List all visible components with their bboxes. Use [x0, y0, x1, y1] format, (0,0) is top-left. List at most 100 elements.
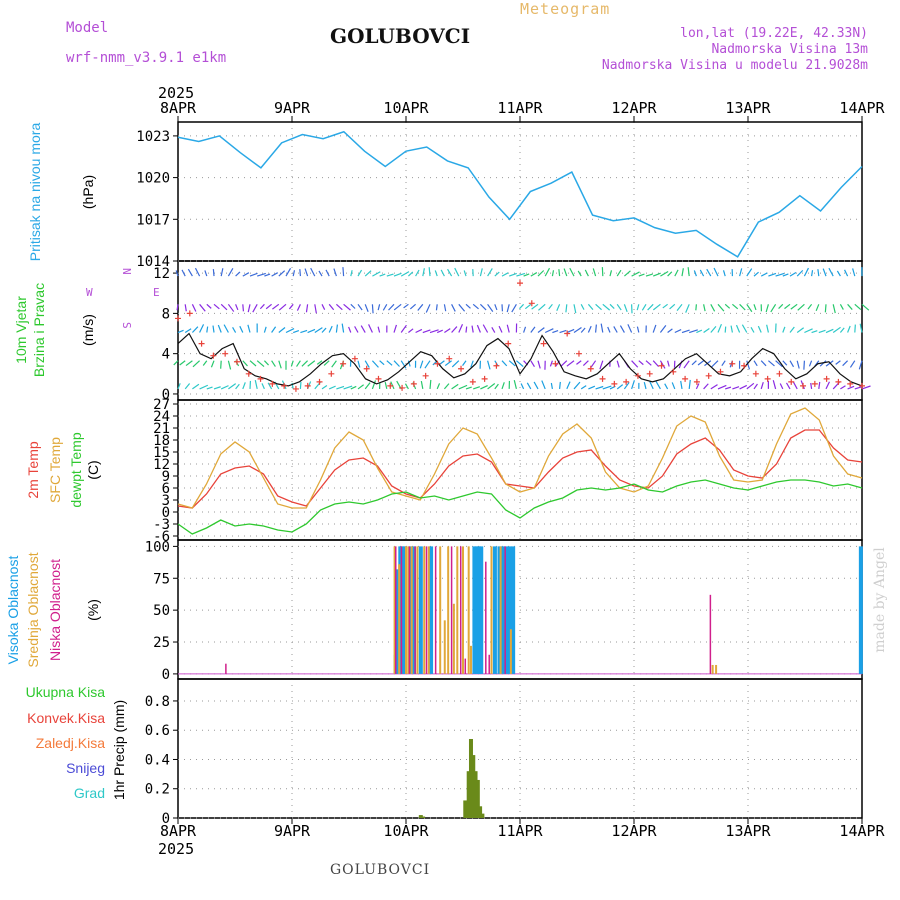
wind-arrow: [278, 360, 282, 369]
wind-arrow: [659, 360, 666, 369]
wind-arrow: [760, 272, 768, 277]
temp-tick-label: -3: [153, 517, 170, 533]
wind-arrow: [770, 303, 777, 313]
wind-arrow: [444, 328, 451, 334]
precip-tick-label: 0.2: [145, 782, 170, 798]
wind-arrow: [508, 360, 516, 367]
wind-arrow: [386, 273, 394, 277]
cloud-bar: [858, 546, 863, 674]
wind-arrow: [300, 329, 308, 334]
gust-marker: [469, 378, 476, 385]
wind-arrow: [587, 325, 592, 333]
gust-marker: [505, 340, 512, 347]
precip-bar: [463, 800, 468, 818]
gust-marker: [623, 378, 630, 385]
wind-arrow: [544, 267, 551, 277]
cloud-bar: [504, 546, 506, 674]
wind-arrow: [212, 269, 215, 277]
gust-marker: [410, 380, 417, 387]
cloud-bar: [443, 620, 446, 674]
gust-marker: [587, 365, 594, 372]
wind-arrow: [652, 360, 660, 368]
wind-arrow: [473, 386, 481, 390]
wind-arrow: [227, 268, 234, 277]
wind-arrow: [194, 267, 201, 277]
gust-marker: [186, 310, 193, 317]
wind-arrow: [858, 360, 863, 370]
wind-arrow: [419, 360, 424, 369]
station-coords: lon,lat (19.22E, 42.33N): [680, 26, 868, 41]
gust-marker: [811, 380, 818, 387]
wind-arrow: [825, 328, 834, 334]
wind-arrow: [217, 324, 222, 333]
wind-arrow: [580, 385, 587, 390]
wind-arrow: [257, 272, 266, 277]
wind-arrow: [357, 360, 361, 368]
cloud-bar: [414, 546, 416, 674]
wind-arrow: [636, 304, 640, 311]
wind-arrow: [227, 303, 235, 312]
gust-marker: [493, 362, 500, 369]
cloud-bar: [479, 546, 484, 674]
wind-arrow: [609, 303, 615, 309]
wind-arrow: [796, 327, 805, 333]
wind-arrow: [861, 303, 870, 311]
wind-arrow: [278, 303, 287, 311]
wind-arrow: [249, 360, 257, 367]
cloud-bar: [492, 546, 497, 674]
wind-arrow: [487, 382, 496, 390]
wind-arrow: [778, 303, 784, 310]
gust-marker: [517, 280, 523, 287]
compass-s: S: [120, 322, 133, 329]
wind-arrow: [516, 272, 526, 277]
wind-arrow: [753, 271, 759, 277]
wind-arrow: [271, 272, 279, 277]
temp-unit: (C): [85, 460, 101, 479]
panel-frame: [177, 678, 863, 819]
wind-arrow: [175, 270, 179, 277]
wind-arrow: [595, 385, 604, 390]
wind-arrow: [825, 381, 830, 390]
cloud-bar: [459, 546, 462, 674]
wind-arrow: [458, 303, 466, 312]
gust-marker: [481, 375, 488, 382]
wind-arrow: [730, 325, 733, 333]
wind-arrow: [599, 360, 604, 370]
cloud-bar: [499, 546, 502, 674]
precip-legend-5: Grad: [74, 785, 105, 801]
wind-arrow: [247, 304, 251, 313]
cloud-bar: [500, 546, 505, 674]
wind-arrow: [451, 326, 458, 333]
wind-arrow: [199, 303, 206, 312]
wind-arrow: [335, 303, 343, 311]
wind-arrow: [407, 360, 411, 367]
wind-arrow: [304, 268, 309, 277]
gust-marker: [575, 350, 582, 357]
wind-arrow: [811, 270, 814, 277]
x-tick-label-top: 9APR: [274, 99, 311, 117]
compass-n: N: [120, 268, 133, 275]
cloud-bar: [485, 561, 487, 674]
wind-arrow: [379, 273, 386, 277]
wind-arrow: [263, 360, 269, 366]
wind-arrow: [177, 383, 181, 390]
wind-arrow: [609, 270, 613, 277]
wind-arrow: [491, 327, 496, 333]
wind-arrow: [513, 380, 517, 390]
wind-arrow: [760, 382, 764, 390]
temp-line-1: [177, 429, 863, 509]
wind-arrow: [520, 383, 525, 390]
precip-bar: [478, 806, 483, 818]
wind-arrow: [184, 328, 192, 334]
wind-arrow: [613, 326, 618, 333]
wind-arrow: [623, 304, 628, 313]
wind-arrow: [318, 270, 323, 277]
x-tick-label-top: 11APR: [497, 99, 543, 117]
wind-arrow: [371, 380, 377, 390]
wind-arrow: [717, 323, 722, 333]
wind-arrow: [695, 383, 700, 390]
wind-arrow: [655, 380, 661, 390]
gust-marker: [245, 370, 252, 377]
wind-arrow: [652, 272, 661, 277]
wind-tick-label: 4: [162, 347, 170, 363]
